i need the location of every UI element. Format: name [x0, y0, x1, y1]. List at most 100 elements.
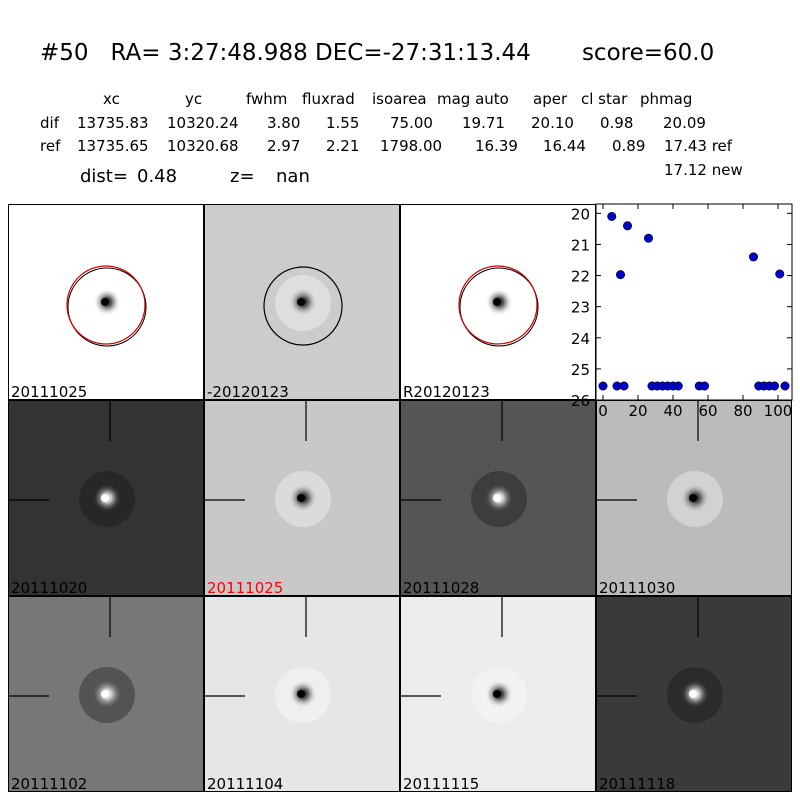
- source-core: [101, 690, 109, 698]
- aperture-circle-red: [458, 265, 538, 345]
- col-yc: yc: [185, 90, 203, 108]
- source-core: [689, 494, 697, 502]
- z-label: z=: [230, 166, 255, 187]
- stamp-panel: 20111115: [400, 596, 596, 792]
- row-dif-fwhm: 3.80: [267, 114, 301, 132]
- aperture-circle-red: [66, 265, 146, 345]
- row-ref-fwhm: 2.97: [267, 137, 301, 155]
- x-tick-label: 20: [628, 402, 647, 420]
- lightcurve-plot: 20 21 22 23 24 25 26 0 20 40 60 80 100: [571, 203, 793, 420]
- col-aper: aper: [533, 90, 568, 108]
- panel-date-label: -20120123: [207, 383, 289, 400]
- col-phmag: phmag: [640, 90, 693, 108]
- row-ref-clstar: 0.89: [612, 137, 646, 155]
- data-point: [598, 381, 608, 391]
- source-core: [493, 494, 501, 502]
- stamp-image: [9, 597, 135, 723]
- col-cl-star: cl star: [581, 90, 628, 108]
- data-point: [607, 211, 617, 221]
- row-ref-label: ref: [40, 137, 61, 155]
- stamp-panel: 20111020: [8, 400, 204, 596]
- row-ref-phmag: 17.43 ref: [664, 137, 733, 155]
- y-tick-label: 25: [571, 361, 590, 379]
- data-point: [700, 381, 710, 391]
- stamp-image: [9, 401, 135, 527]
- row-dif-clstar: 0.98: [600, 114, 634, 132]
- stamp-panel: 20111104: [204, 596, 400, 792]
- dist-value: 0.48: [137, 166, 178, 187]
- dist-label: dist=: [80, 166, 128, 187]
- col-isoarea: isoarea: [372, 90, 427, 108]
- row-dif-isoarea: 75.00: [390, 114, 433, 132]
- source-core: [101, 298, 109, 306]
- stamp-image: [205, 401, 331, 527]
- y-tick-label: 20: [571, 205, 590, 223]
- x-tick-label: 100: [764, 402, 793, 420]
- page-title: #50 RA= 3:27:48.988 DEC=-27:31:13.44 sco…: [40, 40, 715, 66]
- stamp-panel: 20111030: [596, 400, 792, 596]
- lightcurve-chart: 20 21 22 23 24 25 26 0 20 40 60 80 100: [571, 203, 793, 420]
- y-tick-label: 23: [571, 299, 590, 317]
- aperture-circle: [459, 267, 539, 347]
- panel-date-label: R20120123: [403, 383, 490, 400]
- panel-date-label: 20111102: [11, 775, 88, 792]
- stamp-image: [597, 401, 723, 527]
- stamp-panel: 20111025: [204, 400, 400, 596]
- y-tick-label: 24: [571, 330, 590, 348]
- data-point: [619, 381, 629, 391]
- top-image: [66, 265, 147, 347]
- stamp-image: [597, 597, 723, 723]
- y-tick-label: 26: [571, 392, 590, 410]
- stamp-image: [205, 597, 331, 723]
- row-ref-isoarea: 1798.00: [380, 137, 443, 155]
- col-fluxrad: fluxrad: [302, 90, 355, 108]
- data-point: [749, 252, 759, 262]
- x-tick-label: 60: [698, 402, 717, 420]
- data-point: [770, 381, 780, 391]
- top-image: [263, 266, 343, 346]
- source-core: [297, 690, 305, 698]
- x-tick-label: 0: [598, 402, 608, 420]
- row-ref-fluxrad: 2.21: [326, 137, 360, 155]
- stamp-panel: 20111118: [596, 596, 792, 792]
- row-dif-fluxrad: 1.55: [326, 114, 360, 132]
- panel-date-label: 20111025: [207, 579, 284, 596]
- phmag-new: 17.12 new: [664, 161, 743, 179]
- row-dif-magauto: 19.71: [462, 114, 505, 132]
- data-point: [643, 233, 653, 243]
- col-mag-auto: mag auto: [437, 90, 509, 108]
- aperture-circle: [67, 267, 147, 347]
- panel-date-label: 20111025: [11, 383, 88, 400]
- panel-date-label: 20111028: [403, 579, 480, 596]
- stamp-panel: 20111028: [400, 400, 596, 596]
- data-point: [775, 269, 785, 279]
- x-tick-label: 80: [733, 402, 752, 420]
- row-ref-yc: 10320.68: [167, 137, 239, 155]
- top-panel: 20111025: [8, 204, 204, 400]
- data-point: [780, 381, 790, 391]
- row-ref-magauto: 16.39: [475, 137, 518, 155]
- data-point: [622, 221, 632, 231]
- row-dif-xc: 13735.83: [77, 114, 149, 132]
- top-panel: -20120123: [204, 204, 400, 400]
- stamp-image: [401, 401, 527, 527]
- panel-date-label: 20111104: [207, 775, 284, 792]
- z-value: nan: [276, 166, 310, 187]
- row-dif-yc: 10320.24: [167, 114, 239, 132]
- top-panel: R20120123: [400, 204, 596, 400]
- data-point: [615, 270, 625, 280]
- source-core: [689, 690, 697, 698]
- row-dif-label: dif: [40, 114, 59, 132]
- source-core: [493, 690, 501, 698]
- row-dif-aper: 20.10: [531, 114, 574, 132]
- plot-frame: [595, 203, 793, 401]
- x-tick-label: 40: [663, 402, 682, 420]
- stamp-image: [401, 597, 527, 723]
- stamp-panel: 20111102: [8, 596, 204, 792]
- source-core: [493, 298, 501, 306]
- y-tick-label: 21: [571, 236, 590, 254]
- source-core: [297, 298, 305, 306]
- row-dif-phmag: 20.09: [663, 114, 706, 132]
- source-core: [101, 494, 109, 502]
- top-image: [458, 265, 539, 347]
